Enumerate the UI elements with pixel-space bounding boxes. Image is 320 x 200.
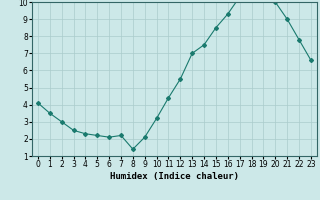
X-axis label: Humidex (Indice chaleur): Humidex (Indice chaleur) [110,172,239,181]
